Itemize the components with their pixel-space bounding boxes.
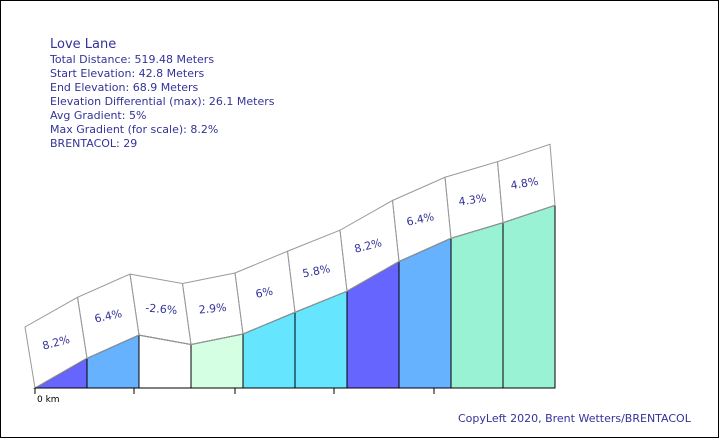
x-tick-label: 0 km (37, 395, 60, 405)
route-info: Love Lane Total Distance: 519.48 Meters … (50, 37, 274, 151)
segment-fill (346, 260, 400, 389)
segment-fill (502, 204, 556, 389)
route-title: Love Lane (50, 37, 117, 52)
end-elevation: End Elevation: 68.9 Meters (50, 81, 199, 94)
segment-fill (86, 334, 140, 389)
grade-label: 4.8% (510, 175, 540, 192)
grade-label: 6% (254, 285, 274, 301)
start-elevation: Start Elevation: 42.8 Meters (50, 67, 205, 80)
grade-box (496, 143, 556, 224)
grade-label: 2.9% (198, 301, 227, 317)
grade-label: 5.8% (301, 262, 331, 280)
grade-label: 4.3% (458, 192, 488, 209)
segment-fill (294, 290, 348, 389)
segment-fill (190, 333, 244, 389)
grade-label: 6.4% (405, 210, 435, 229)
brentacol-score: BRENTACOL: 29 (50, 137, 138, 150)
avg-gradient: Avg Gradient: 5% (50, 109, 147, 122)
grade-label: 8.2% (353, 236, 383, 256)
segment-fill (450, 222, 504, 389)
max-gradient: Max Gradient (for scale): 8.2% (50, 123, 219, 136)
copyleft-credit: CopyLeft 2020, Brent Wetters/BRENTACOL (458, 412, 691, 425)
grade-label: 6.4% (93, 307, 123, 326)
grade-label: 8.2% (41, 333, 71, 353)
elevation-differential: Elevation Differential (max): 26.1 Meter… (50, 95, 275, 108)
total-distance: Total Distance: 519.48 Meters (50, 53, 215, 66)
grade-label: -2.6% (145, 301, 178, 317)
segment-fill (398, 237, 452, 389)
